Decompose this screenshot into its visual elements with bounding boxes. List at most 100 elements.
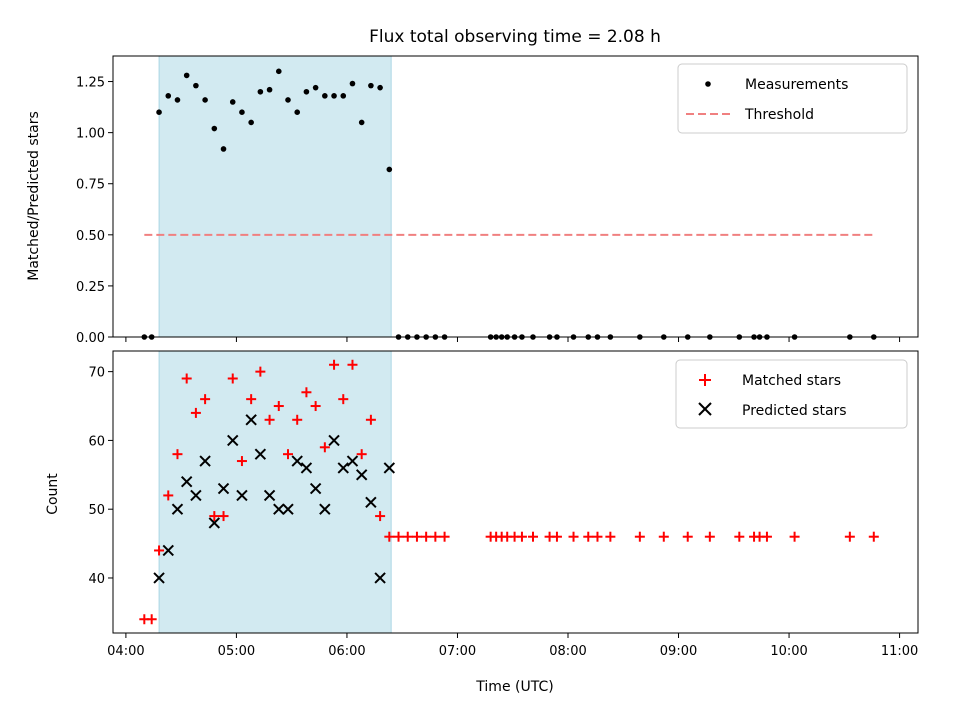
matched-star-point	[844, 531, 855, 542]
measurement-point	[248, 119, 254, 126]
x-tick-label: 06:00	[328, 644, 365, 659]
y-tick-label: 70	[88, 366, 105, 381]
measurement-point	[257, 88, 264, 95]
measurement-point	[156, 109, 162, 115]
measurement-point	[294, 109, 301, 115]
top-y-ticks: 0.00 0.25 0.50 0.75 1.00 1.25	[76, 76, 113, 346]
measurement-point	[312, 84, 319, 91]
matched-star-point	[181, 373, 192, 384]
bottom-panel: 40 50 60 70 04:00 05:00 06:00 07:00 08:00 09:00 1…	[45, 350, 919, 695]
predicted-star-point	[236, 489, 248, 502]
y-tick-label: 0.00	[76, 331, 105, 346]
predicted-star-point	[346, 455, 359, 467]
legend-measurements-label: Measurements	[745, 77, 848, 93]
matched-star-point	[154, 545, 165, 556]
top-legend-box	[677, 63, 908, 134]
predicted-star-point	[273, 503, 285, 515]
matched-star-point	[292, 414, 303, 425]
measurement-point	[386, 166, 393, 173]
matched-star-point	[301, 387, 312, 398]
predicted-star-point	[208, 517, 221, 529]
matched-star-point	[583, 531, 594, 542]
x-tick-label: 04:00	[107, 644, 144, 659]
matched-star-point	[236, 456, 247, 467]
matched-star-point	[347, 359, 358, 370]
matched-star-point	[209, 511, 220, 522]
measurement-point	[322, 93, 328, 99]
matched-star-point	[190, 407, 201, 418]
matched-star-point	[163, 490, 174, 501]
predicted-star-point	[328, 434, 340, 447]
measurement-point	[193, 82, 199, 89]
bottom-y-axis-label: Count	[45, 473, 61, 515]
legend-threshold-label: Threshold	[744, 107, 814, 123]
matched-star-point	[218, 511, 229, 522]
matched-star-point	[516, 531, 527, 542]
predicted-star-point	[365, 496, 377, 509]
matched-star-point	[789, 531, 800, 542]
matched-star-point	[421, 531, 432, 542]
matched-star-point	[146, 614, 157, 625]
matched-star-point	[430, 531, 441, 542]
x-tick-label: 05:00	[218, 644, 255, 659]
predicted-star-point	[245, 414, 257, 426]
observing-window-shade	[158, 350, 392, 634]
y-tick-label: 0.50	[76, 229, 105, 244]
matched-star-point	[365, 414, 376, 425]
y-tick-label: 1.00	[76, 127, 105, 142]
predicted-star-point	[282, 503, 294, 515]
x-tick-label: 09:00	[660, 644, 697, 659]
top-x-ticks	[125, 337, 901, 342]
top-y-axis-label: Matched/Predicted stars	[26, 111, 42, 281]
x-tick-label: 10:00	[770, 644, 807, 659]
legend-matched-label: Matched stars	[742, 373, 841, 389]
matched-star-point	[551, 531, 562, 542]
matched-star-point	[338, 394, 349, 405]
legend-measurements-marker	[705, 81, 711, 87]
predicted-stars-points	[153, 414, 396, 584]
y-tick-label: 60	[88, 434, 105, 449]
matched-star-point	[375, 511, 386, 522]
bottom-legend: Matched stars Predicted stars	[675, 359, 908, 429]
measurement-point	[220, 146, 227, 152]
measurement-point	[266, 86, 273, 93]
matched-star-point	[172, 449, 183, 460]
predicted-star-point	[171, 503, 184, 515]
matched-star-point	[592, 531, 603, 542]
matched-star-point	[704, 531, 715, 542]
predicted-star-point	[180, 475, 193, 488]
measurement-point	[331, 93, 337, 99]
bottom-y-ticks: 40 50 60 70	[88, 366, 113, 587]
matched-star-point	[310, 401, 321, 412]
matched-star-point	[384, 531, 395, 542]
y-tick-label: 40	[88, 572, 105, 587]
legend-predicted-label: Predicted stars	[742, 403, 847, 419]
predicted-star-point	[254, 448, 267, 460]
predicted-star-point	[190, 489, 202, 502]
matched-star-point	[227, 373, 238, 384]
bottom-panel-frame	[112, 350, 919, 634]
bottom-x-ticks: 04:00 05:00 06:00 07:00 08:00 09:00 10:00 11:00	[107, 633, 918, 659]
y-tick-label: 50	[88, 503, 105, 518]
predicted-star-point	[383, 462, 396, 474]
matched-star-point	[761, 531, 772, 542]
matched-star-point	[528, 531, 538, 542]
measurement-point	[239, 109, 245, 115]
measurement-point	[174, 97, 181, 103]
y-tick-label: 0.25	[76, 280, 105, 295]
matched-star-point	[868, 531, 879, 542]
matched-star-point	[200, 394, 211, 405]
matched-star-point	[658, 531, 669, 542]
measurement-point	[303, 88, 310, 95]
y-tick-label: 0.75	[76, 178, 105, 193]
observing-window-shade	[158, 55, 392, 338]
predicted-star-point	[309, 482, 322, 495]
matched-star-point	[283, 449, 293, 460]
matched-star-point	[264, 414, 275, 425]
measurement-point	[202, 97, 208, 103]
predicted-star-point	[300, 462, 313, 474]
matched-star-point	[319, 442, 330, 453]
measurement-point	[211, 125, 218, 132]
predicted-star-point	[319, 503, 331, 515]
predicted-star-point	[263, 489, 276, 502]
